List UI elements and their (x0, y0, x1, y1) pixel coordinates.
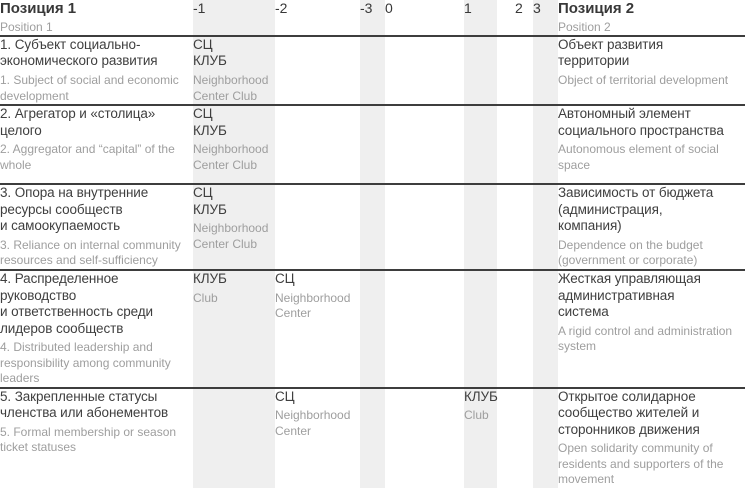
table-row: 2. Агрегатор и «столица» целого 2. Aggre… (0, 105, 745, 185)
position2-cell: Зависимость от бюджета (администрация, к… (558, 184, 745, 270)
mark-sub: Neighborhood Center Club (193, 142, 269, 172)
mark-cell: КЛУБ Club (464, 387, 498, 488)
empty-cell (360, 387, 385, 488)
mark-label: СЦ КЛУБ (193, 37, 227, 69)
scale-label-minus1: -1 (193, 0, 275, 36)
position2-cell: Автономный элемент социального пространс… (558, 105, 745, 184)
table-row: 3. Опора на внутренние ресурсы сообществ… (0, 184, 745, 271)
position1-title-en: Position 1 (0, 20, 53, 34)
empty-cell (360, 184, 385, 271)
position2-title-ru: Позиция 2 (558, 0, 635, 17)
position2-cell: Жесткая управляющая административная сис… (558, 270, 745, 388)
position2-title-en: Position 2 (558, 20, 611, 34)
empty-cell (360, 270, 385, 388)
position1-text-ru: 3. Опора на внутренние ресурсы сообществ… (0, 185, 149, 234)
mark-label: СЦ (275, 271, 295, 287)
empty-cell (464, 105, 497, 185)
empty-cell (385, 388, 464, 488)
scale-label-0: 0 (385, 0, 393, 16)
mark-cell: СЦ Neighborhood Center (275, 388, 360, 488)
table-row: 1. Субъект социально- экономического раз… (0, 36, 745, 106)
mark-sub: Club (193, 290, 218, 305)
position2-text-ru: Объект развития территории (558, 37, 664, 69)
position2-header: Позиция 2 Position 2 (558, 0, 745, 36)
mark-cell: СЦ КЛУБ Neighborhood Center Club (193, 105, 275, 185)
empty-cell (464, 36, 497, 106)
empty-cell (385, 105, 464, 184)
position2-text-ru: Автономный элемент социального пространс… (558, 106, 724, 138)
empty-cell (497, 36, 533, 105)
empty-cell (497, 270, 533, 388)
position1-text-ru: 5. Закрепленные статусы членства или або… (0, 388, 169, 421)
mark-sub: Neighborhood Center (275, 408, 351, 438)
scale-label-minus2: -2 (275, 0, 288, 16)
position2-text-ru: Открытое солидарное сообщество жителей и… (558, 388, 700, 437)
mark-cell: СЦ КЛУБ Neighborhood Center Club (193, 184, 275, 271)
position1-text-ru: 4. Распределенное руководство и ответств… (0, 271, 153, 336)
position2-text-en: Object of territorial development (558, 72, 729, 87)
position1-cell: 3. Опора на внутренние ресурсы сообществ… (0, 184, 193, 270)
position1-cell: 2. Агрегатор и «столица» целого 2. Aggre… (0, 105, 193, 184)
empty-cell (464, 184, 497, 271)
position1-text-en: 4. Distributed leadership and responsibi… (0, 340, 171, 386)
position2-text-en: Open solidarity community of residents a… (558, 441, 724, 487)
position2-text-ru: Зависимость от бюджета (администрация, к… (558, 185, 714, 234)
empty-cell (385, 36, 464, 105)
empty-cell (533, 184, 558, 271)
mark-label: СЦ КЛУБ (193, 185, 227, 217)
empty-cell (497, 184, 533, 270)
empty-cell (275, 105, 360, 184)
scale-label-2: 2 (515, 0, 523, 16)
position2-text-ru: Жесткая управляющая административная сис… (558, 271, 701, 320)
position1-text-en: 1. Subject of social and economic develo… (0, 72, 179, 103)
header-row: Позиция 1 Position 1 -1 -2 -3 0 1 2 3 По… (0, 0, 745, 36)
empty-cell (385, 270, 464, 388)
mark-sub: Neighborhood Center (275, 290, 351, 321)
empty-cell (533, 105, 558, 185)
empty-cell (275, 36, 360, 105)
empty-cell (533, 270, 558, 388)
position1-text-en: 2. Aggregator and “capital” of the whole (0, 142, 175, 172)
scale-label-minus3: -3 (360, 0, 385, 36)
mark-sub: Neighborhood Center Club (193, 221, 269, 251)
mark-label: СЦ (275, 388, 295, 404)
mark-cell: СЦ Neighborhood Center (275, 270, 360, 388)
mark-sub: Neighborhood Center Club (193, 72, 269, 103)
position2-text-en: Dependence on the budget (government or … (558, 237, 703, 268)
empty-cell (497, 388, 533, 488)
position1-text-ru: 2. Агрегатор и «столица» целого (0, 106, 156, 138)
empty-cell (193, 387, 275, 488)
position2-text-en: Autonomous element of social space (558, 142, 719, 172)
empty-cell (497, 105, 533, 184)
position1-cell: 1. Субъект социально- экономического раз… (0, 36, 193, 105)
mark-label: КЛУБ (193, 271, 227, 287)
position2-text-en: A rigid control and administration syste… (558, 323, 733, 354)
position2-cell: Объект развития территории Object of ter… (558, 36, 745, 105)
mark-label: СЦ КЛУБ (193, 106, 227, 138)
position2-cell: Открытое солидарное сообщество жителей и… (558, 388, 745, 488)
position1-cell: 4. Распределенное руководство и ответств… (0, 270, 193, 388)
position1-header: Позиция 1 Position 1 (0, 0, 193, 36)
position1-text-en: 3. Reliance on internal community resour… (0, 237, 181, 268)
empty-cell (275, 184, 360, 270)
scale-label-1: 1 (464, 0, 497, 36)
table-row: 5. Закрепленные статусы членства или або… (0, 387, 745, 488)
empty-cell (385, 184, 464, 270)
position1-text-en: 5. Formal membership or season ticket st… (0, 424, 177, 455)
empty-cell (464, 270, 497, 388)
position1-text-ru: 1. Субъект социально- экономического раз… (0, 37, 158, 69)
empty-cell (533, 387, 558, 488)
mark-label: КЛУБ (464, 388, 498, 404)
position1-cell: 5. Закрепленные статусы членства или або… (0, 388, 193, 488)
empty-cell (533, 36, 558, 106)
scale-label-3: 3 (533, 0, 558, 36)
table-row: 4. Распределенное руководство и ответств… (0, 270, 745, 388)
mark-cell: КЛУБ Club (193, 270, 275, 388)
empty-cell (360, 36, 385, 106)
mark-cell: СЦ КЛУБ Neighborhood Center Club (193, 36, 275, 106)
mark-sub: Club (464, 408, 489, 423)
position1-title-ru: Позиция 1 (0, 0, 77, 17)
empty-cell (360, 105, 385, 185)
